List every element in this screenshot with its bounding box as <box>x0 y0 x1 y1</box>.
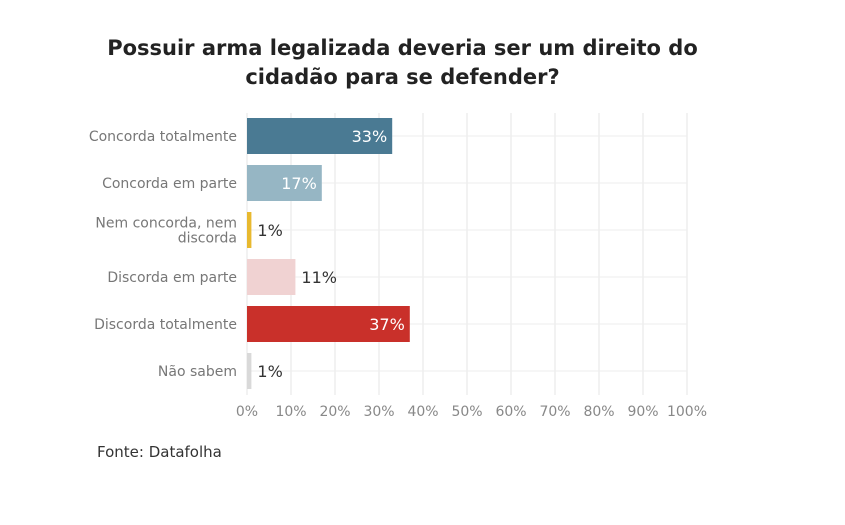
x-axis-tick-labels: 0% 10% 20% 30% 40% 50% 60% 70% 80% 90% 100% <box>236 404 707 420</box>
data-label: 1% <box>257 362 282 381</box>
x-tick-label: 20% <box>319 404 350 420</box>
category-label: Concorda totalmente <box>89 129 237 145</box>
category-labels: Concorda totalmente Concorda em parte Nem … <box>89 129 237 380</box>
x-tick-label: 40% <box>407 404 438 420</box>
data-label: 33% <box>352 127 388 146</box>
category-label: Discorda em parte <box>107 270 237 286</box>
x-tick-label: 70% <box>539 404 570 420</box>
bar <box>247 353 252 389</box>
x-tick-label: 50% <box>451 404 482 420</box>
bar <box>247 306 410 342</box>
x-tick-label: 60% <box>495 404 526 420</box>
data-label: 1% <box>257 221 282 240</box>
category-label: Discorda totalmente <box>94 317 237 333</box>
bar <box>247 259 296 295</box>
bars <box>247 118 410 389</box>
x-tick-label: 10% <box>275 404 306 420</box>
data-labels: 33% 17% 1% 11% 37% 1% <box>257 127 404 381</box>
bar <box>247 212 252 248</box>
chart-title-line-1: Possuir arma legalizada deveria ser um d… <box>107 36 698 60</box>
data-label: 11% <box>301 268 337 287</box>
source-note: Fonte: Datafolha <box>97 443 222 461</box>
x-tick-label: 80% <box>583 404 614 420</box>
category-label: discorda <box>178 231 237 247</box>
x-tick-label: 100% <box>667 404 707 420</box>
x-tick-label: 30% <box>363 404 394 420</box>
category-label: Não sabem <box>158 364 237 380</box>
chart-title: Possuir arma legalizada deveria ser um d… <box>0 34 805 92</box>
bar <box>247 165 322 201</box>
x-tick-label: 90% <box>627 404 658 420</box>
chart-title-line-2: cidadão para se defender? <box>245 65 560 89</box>
bar <box>247 118 393 154</box>
data-label: 37% <box>369 315 405 334</box>
x-tick-label: 0% <box>236 404 258 420</box>
grid <box>246 113 688 395</box>
category-label: Nem concorda, nem <box>95 216 237 232</box>
category-label: Concorda em parte <box>102 176 237 192</box>
data-label: 17% <box>281 174 317 193</box>
